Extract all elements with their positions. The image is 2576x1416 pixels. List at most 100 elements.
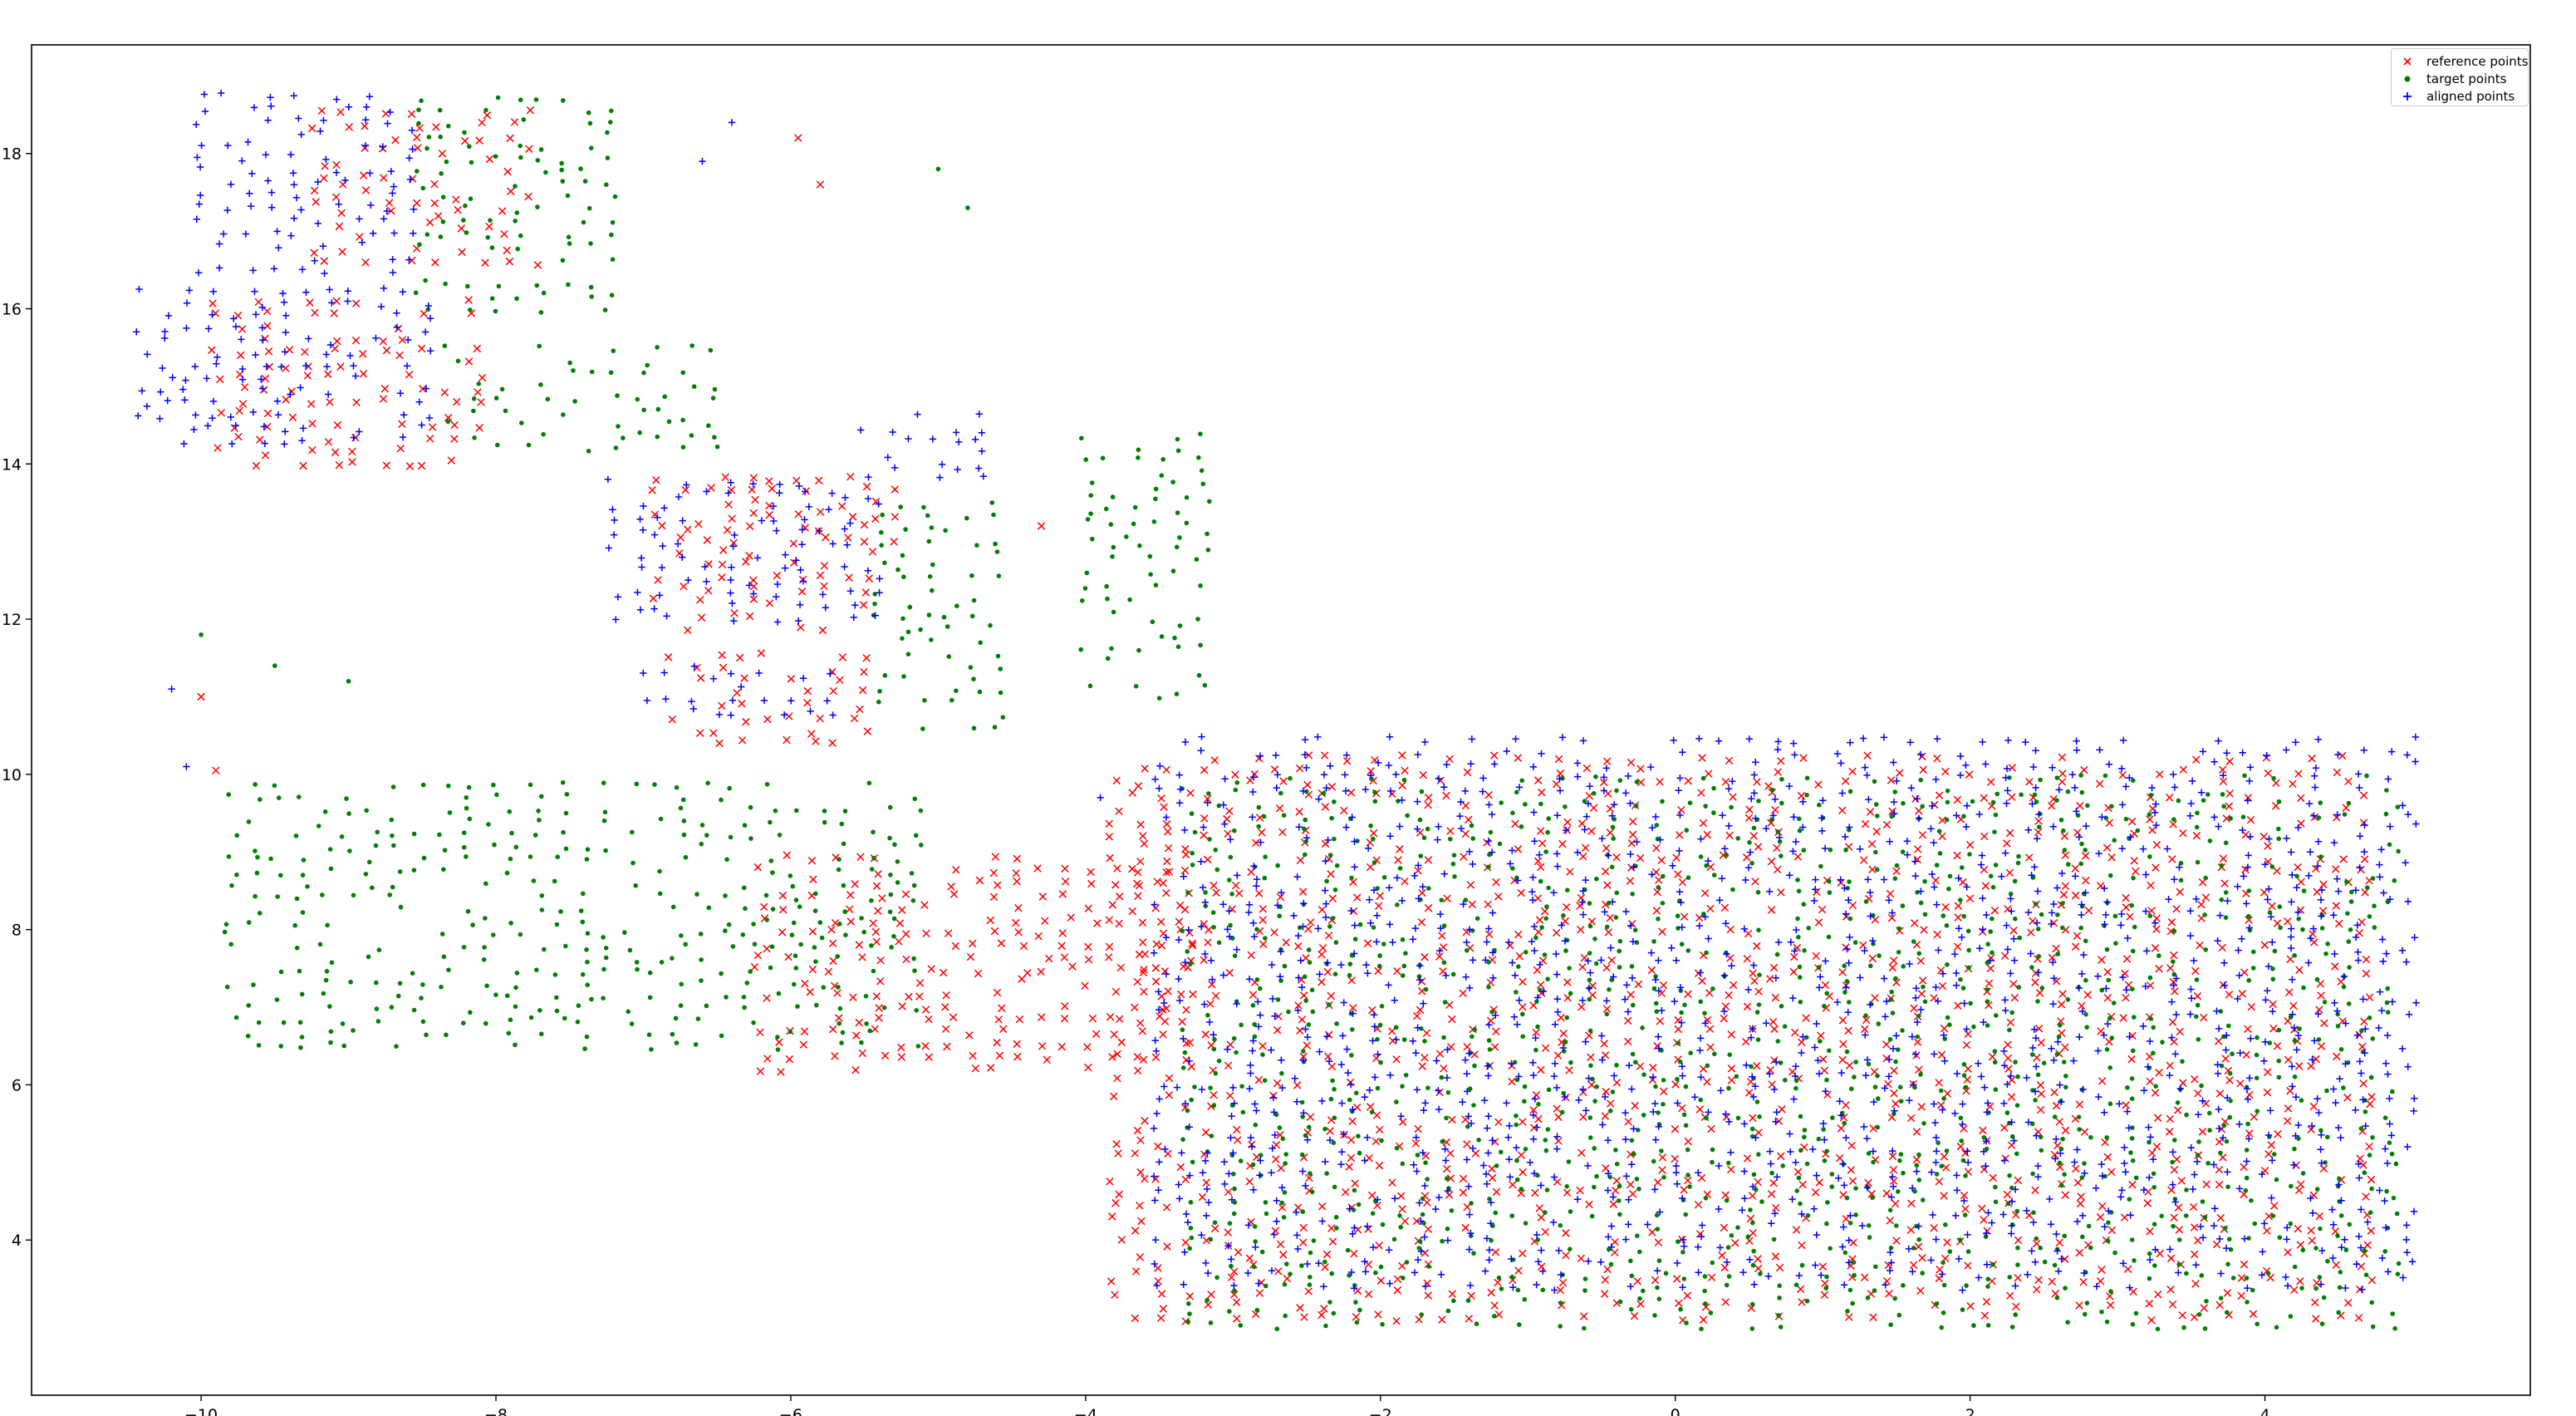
data-point [1625,1221,1632,1228]
data-point [1347,1273,1352,1278]
data-point [2129,1237,2135,1242]
data-point [2146,1227,2154,1236]
data-point [417,242,422,248]
data-point [2191,1250,2199,1259]
data-point [1576,1186,1584,1195]
data-point [2367,1210,2373,1215]
data-point [389,256,396,263]
data-point [2191,1075,2199,1084]
data-point [1403,1073,1409,1078]
data-point [2332,902,2341,910]
data-point [1945,788,1950,794]
data-point [1376,892,1385,900]
data-point [866,780,872,786]
data-point [2075,813,2081,818]
data-point [1444,1187,1452,1195]
data-point [2318,854,2323,859]
data-point [1508,1060,1515,1068]
data-point [2318,800,2323,805]
data-point [2255,1321,2260,1327]
data-point [1351,838,1358,845]
data-point [1729,1233,1735,1238]
data-point [2168,855,2176,863]
data-point [270,265,278,273]
data-point [1550,889,1558,897]
data-point [1315,795,1322,803]
data-point [1367,919,1375,927]
data-point [1105,596,1110,602]
data-point [475,424,483,432]
data-point [1249,814,1256,821]
data-point [1585,1031,1593,1040]
data-point [828,939,837,948]
data-point [1850,1300,1855,1306]
data-point [946,654,952,659]
data-point [1727,1052,1732,1057]
data-point [1636,778,1646,787]
data-point [1445,1089,1451,1095]
data-point [1322,1259,1327,1265]
data-point [1770,1085,1779,1094]
data-point [1886,1217,1895,1225]
data-point [1190,1159,1195,1165]
data-point [1201,898,1209,907]
data-point [1654,1178,1662,1187]
data-point [1609,864,1615,870]
data-point [1868,954,1877,963]
data-point [2033,1098,2038,1103]
data-point [2054,798,2059,803]
data-point [1317,1202,1327,1211]
data-point [1742,1061,1750,1069]
data-point [2031,978,2039,986]
data-point [2396,1261,2402,1266]
data-point [1234,872,1241,879]
data-point [314,219,321,228]
data-point [2263,1088,2272,1097]
data-point [2180,1059,2185,1064]
data-point [2151,1171,2156,1177]
data-point [1322,784,1330,792]
data-point [850,714,859,723]
data-point [566,234,572,240]
data-point [2325,1134,2330,1140]
data-point [473,344,482,353]
data-point [420,782,426,788]
data-point [881,1051,890,1060]
data-point [1725,785,1733,793]
data-point [1259,905,1268,913]
data-point [2215,1180,2224,1189]
data-point [1614,788,1619,794]
data-point [408,126,416,134]
data-point [788,1029,793,1035]
data-point [1133,684,1139,689]
data-point [1398,796,1406,804]
data-point [1559,1044,1568,1052]
data-point [307,400,316,408]
data-point [1565,1066,1573,1074]
data-point [751,1020,756,1025]
data-point [1490,751,1499,760]
data-point [800,1027,809,1035]
data-point [1282,1281,1288,1287]
data-point [1371,1137,1381,1146]
data-point [789,539,798,548]
data-point [1329,815,1334,821]
data-point [1461,787,1470,795]
data-point [1577,893,1586,902]
data-point [1519,977,1527,986]
data-point [1531,1095,1539,1103]
data-point [2112,838,2117,843]
data-point [1484,790,1493,799]
data-point [1254,977,1260,982]
data-point [859,601,868,609]
data-point [1867,1235,1872,1240]
data-point [1674,1099,1681,1107]
data-point [1543,1138,1548,1143]
data-point [1655,1227,1661,1232]
data-point [2288,1314,2294,1319]
data-point [1867,888,1874,897]
data-point [1669,862,1676,869]
data-point [2147,854,2152,859]
data-point [1543,1148,1549,1153]
data-point [1263,854,1268,859]
